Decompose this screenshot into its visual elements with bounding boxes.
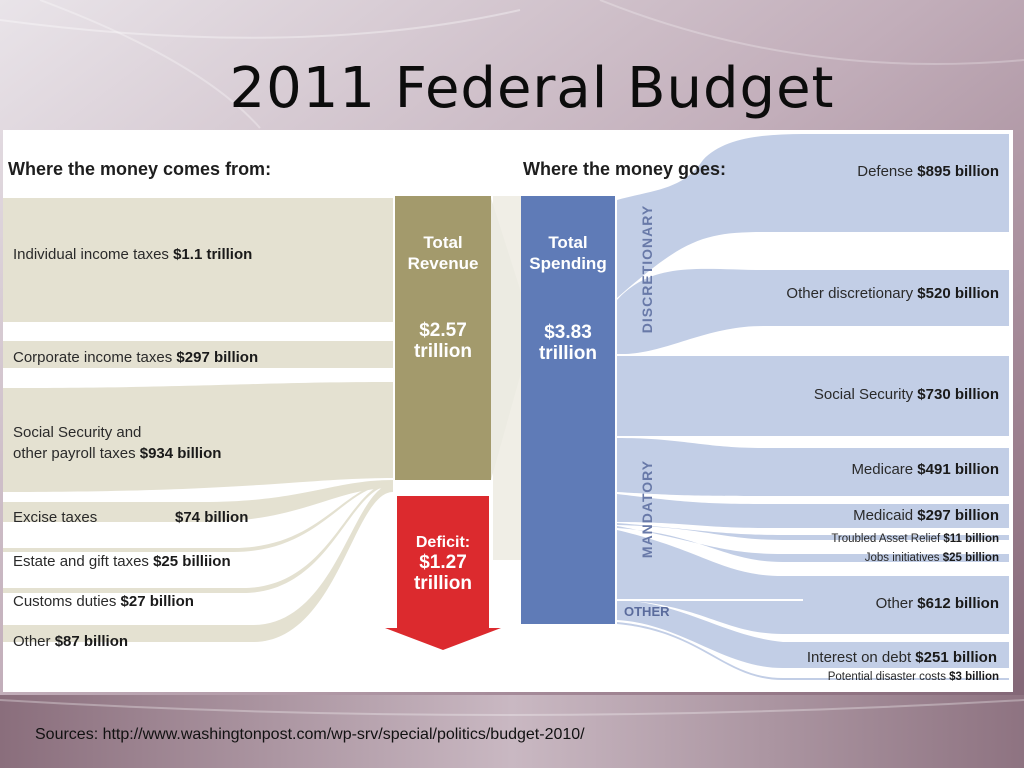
spending-label-medicare: Medicare $491 billion xyxy=(851,461,999,478)
revenue-label-excise: Excise taxes $74 billion xyxy=(13,509,249,526)
deficit-title: Deficit: xyxy=(415,534,471,551)
total-spending-box xyxy=(521,196,615,624)
revenue-label-other: Other $87 billion xyxy=(13,633,129,650)
group-dividers xyxy=(617,354,1009,601)
spending-label-social-security: Social Security $730 billion xyxy=(813,386,999,403)
flow-diagram xyxy=(3,134,1009,680)
revenue-label-estate: Estate and gift taxes $25 billiion xyxy=(13,553,231,570)
sources-footer: Sources: http://www.washingtonpost.com/w… xyxy=(35,726,585,743)
flow-interest xyxy=(617,600,1009,668)
revenue-flows xyxy=(3,198,393,642)
total-revenue-title: Total Revenue xyxy=(407,233,479,273)
flow-jobs xyxy=(617,526,1009,562)
spending-label-other: Other $612 billion xyxy=(875,595,999,612)
revenue-label-corporate: Corporate income taxes $297 billion xyxy=(13,349,259,366)
flow-corporate xyxy=(3,341,393,368)
flow-medicaid xyxy=(617,494,1009,528)
revenue-label-payroll: Social Security and other payroll taxes $… xyxy=(13,424,222,462)
revenue-label-customs: Customs duties $27 billion xyxy=(13,593,194,610)
revenue-arrow-head xyxy=(491,198,533,480)
deficit-arrow xyxy=(385,496,501,650)
budget-infographic: Where the money comes from: Where the mo… xyxy=(3,130,1013,692)
spending-label-jobs: Jobs initiatives $25 billion xyxy=(864,552,999,564)
spending-label-interest: Interest on debt $251 billion xyxy=(806,649,997,666)
flow-defense xyxy=(617,134,1009,298)
total-spending-title: Total Spending xyxy=(529,233,607,273)
uses-header: Where the money goes: xyxy=(523,159,727,179)
flow-other-discretionary xyxy=(617,268,1009,355)
spending-label-medicaid: Medicaid $297 billion xyxy=(853,507,999,524)
flow-individual-income xyxy=(3,198,393,322)
deficit-value: $1.27 trillion xyxy=(413,552,473,594)
other-group-label: OTHER xyxy=(624,604,670,619)
revenue-label-individual: Individual income taxes $1.1 trillion xyxy=(13,246,253,263)
flow-social-security xyxy=(617,356,1009,436)
spending-label-disaster: Potential disaster costs $3 billion xyxy=(827,671,999,683)
total-revenue-box xyxy=(395,196,491,480)
total-revenue-value: $2.57 trillion xyxy=(413,320,473,362)
flow-medicare xyxy=(617,438,1009,496)
discretionary-label: DISCRETIONARY xyxy=(639,204,655,334)
mandatory-label: MANDATORY xyxy=(639,459,655,559)
spending-flows xyxy=(617,134,1009,680)
flow-excise xyxy=(3,480,393,522)
spending-label-defense: Defense $895 billion xyxy=(857,163,999,180)
sources-header: Where the money comes from: xyxy=(8,159,272,179)
total-spending-value: $3.83 trillion xyxy=(538,322,598,364)
flow-other-revenue xyxy=(3,484,393,642)
flow-other-mandatory xyxy=(617,530,1009,634)
slide-title: 2011 Federal Budget xyxy=(229,56,835,121)
flow-payroll xyxy=(3,382,393,492)
spending-label-tarp: Troubled Asset Relief $11 billion xyxy=(831,533,999,545)
spending-label-other-discretionary: Other discretionary $520 billion xyxy=(786,285,999,302)
flow-tarp xyxy=(617,523,1009,540)
